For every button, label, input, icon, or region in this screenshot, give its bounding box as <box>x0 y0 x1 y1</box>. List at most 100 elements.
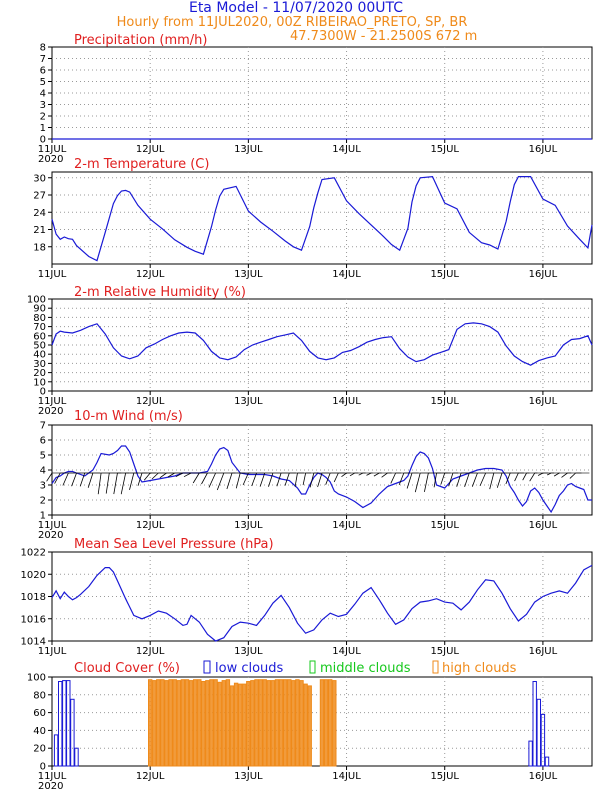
wind-barb <box>433 472 437 488</box>
x-tick-label: 11JUL <box>38 396 67 407</box>
x-tick-label: 13JUL <box>234 144 263 155</box>
y-tick-label: 24 <box>33 208 46 219</box>
panel-title-precipitation: Precipitation (mm/h) <box>74 33 207 48</box>
x-tick-label: 12JUL <box>136 269 165 280</box>
y-tick-label: 40 <box>33 350 46 361</box>
wind-barb <box>317 472 323 488</box>
wind-barb <box>302 472 307 486</box>
wind-barb <box>251 472 257 487</box>
y-tick-label: 20 <box>33 368 46 379</box>
wind-barb <box>151 472 159 480</box>
y-tick-label: 5 <box>40 451 46 462</box>
wind-barb <box>561 472 568 478</box>
wind-barb <box>175 472 184 478</box>
y-tick-label: 80 <box>33 313 46 324</box>
bar-high-clouds <box>262 679 267 767</box>
bar-high-clouds <box>209 679 214 767</box>
wind-barb <box>496 472 503 488</box>
wind-barb <box>479 472 487 487</box>
y-tick-label: 7 <box>40 54 46 65</box>
y-tick-label: 1014 <box>21 637 46 648</box>
wind-barb <box>216 472 225 491</box>
y-tick-label: 4 <box>40 466 46 477</box>
legend-middle-clouds-label: middle clouds <box>320 661 411 676</box>
y-tick-label: 30 <box>33 359 46 370</box>
panel-title-pressure: Mean Sea Level Pressure (hPa) <box>74 537 274 552</box>
wind-barb <box>71 472 77 487</box>
wind-barb <box>137 472 143 486</box>
wind-barb <box>406 472 413 489</box>
bar-high-clouds <box>180 679 186 767</box>
y-tick-label: 1020 <box>21 570 46 581</box>
x-tick-label: 14JUL <box>332 396 361 407</box>
x-tick-label: 13JUL <box>234 646 263 657</box>
bar-low-clouds <box>53 734 59 767</box>
y-tick-label: 10 <box>33 377 46 388</box>
x-tick-label: 16JUL <box>529 646 558 657</box>
y-tick-label: 27 <box>33 191 46 202</box>
bar-high-clouds <box>148 679 153 767</box>
bar-high-clouds <box>307 685 312 767</box>
y-tick-label: 0 <box>40 387 46 398</box>
bar-high-clouds <box>229 685 235 767</box>
y-tick-label: 21 <box>33 225 46 236</box>
wind-barb <box>62 472 69 486</box>
bar-high-clouds <box>332 680 337 767</box>
wind-barb <box>294 472 298 487</box>
x-year-label: 2020 <box>38 781 63 792</box>
legend-high-clouds-swatch <box>432 660 439 674</box>
wind-barb <box>276 472 282 487</box>
wind-barb <box>448 472 454 487</box>
x-tick-label: 15JUL <box>430 269 459 280</box>
bar-low-clouds <box>66 680 71 767</box>
wind-barb <box>471 472 478 487</box>
wind-barb <box>79 472 86 487</box>
wind-barb <box>341 472 347 478</box>
x-tick-label: 11JUL <box>38 771 67 782</box>
bar-high-clouds <box>217 681 222 767</box>
wind-barb <box>414 472 421 493</box>
y-tick-label: 4 <box>40 89 46 100</box>
x-tick-label: 14JUL <box>332 144 361 155</box>
x-tick-label: 16JUL <box>529 269 558 280</box>
bar-high-clouds <box>328 679 333 767</box>
wind-barb <box>143 472 151 481</box>
wind-barb <box>349 472 355 477</box>
wind-barb <box>235 472 241 489</box>
y-tick-label: 60 <box>33 331 46 342</box>
x-year-label: 2020 <box>38 406 63 417</box>
series-line-wind <box>51 445 592 514</box>
bar-high-clouds <box>176 680 182 767</box>
panel-title-wind: 10-m Wind (m/s) <box>74 409 183 424</box>
y-tick-label: 70 <box>33 322 46 333</box>
y-tick-label: 1018 <box>21 592 46 603</box>
y-tick-label: 2 <box>40 112 46 123</box>
y-tick-label: 100 <box>27 295 46 306</box>
x-tick-label: 12JUL <box>136 520 165 531</box>
wind-barb <box>398 472 405 486</box>
chart-subtitle: Hourly from 11JUL2020, 00Z RIBEIRAO_PRET… <box>117 15 468 30</box>
bar-low-clouds <box>58 681 63 767</box>
x-year-label: 2020 <box>38 154 63 165</box>
wind-barb <box>505 472 511 485</box>
bar-low-clouds <box>528 740 533 767</box>
wind-barb <box>333 472 339 483</box>
bar-high-clouds <box>184 679 190 767</box>
wind-barb <box>537 472 544 476</box>
bar-low-clouds <box>74 747 79 767</box>
bar-high-clouds <box>250 680 255 767</box>
bar-high-clouds <box>164 680 169 767</box>
wind-barb <box>456 472 462 487</box>
bar-high-clouds <box>168 679 173 767</box>
wind-barb <box>529 472 536 482</box>
x-tick-label: 13JUL <box>234 396 263 407</box>
wind-barb <box>201 472 208 485</box>
wind-barb <box>208 472 216 488</box>
wind-barb <box>183 472 192 478</box>
bar-high-clouds <box>287 679 292 767</box>
y-tick-label: 6 <box>40 436 46 447</box>
bar-high-clouds <box>160 679 165 767</box>
panel-title-humidity: 2-m Relative Humidity (%) <box>74 285 246 300</box>
y-tick-label: 2 <box>40 496 46 507</box>
x-tick-label: 15JUL <box>430 771 459 782</box>
